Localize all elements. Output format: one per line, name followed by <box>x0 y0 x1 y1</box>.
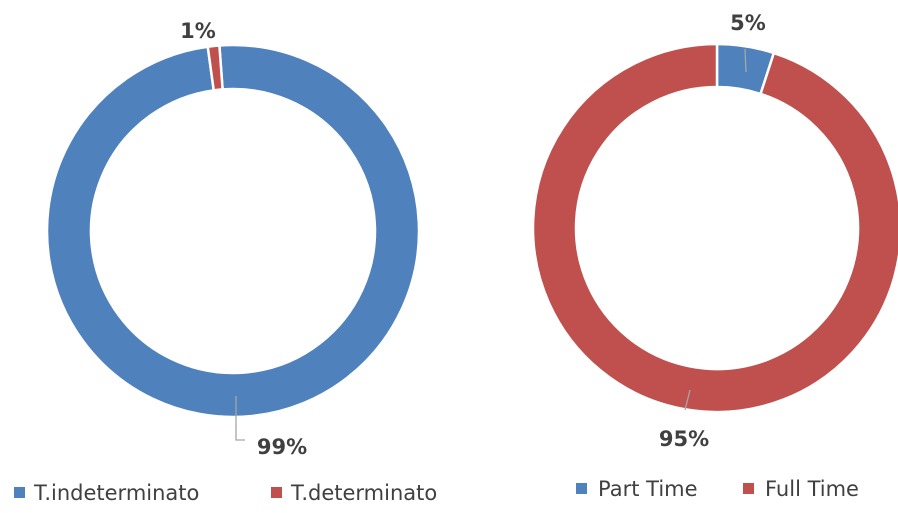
donut-chart-work-time: 5% 95% Part Time Full Time <box>531 11 898 501</box>
legend-swatch-full-time <box>743 483 754 494</box>
data-label-part-time: 5% <box>730 11 766 35</box>
leader-line-full-time <box>684 389 691 411</box>
leader-line-t-indeterminato <box>235 396 245 441</box>
slice-full-time <box>531 42 898 414</box>
legend-label-part-time: Part Time <box>598 477 698 501</box>
legend-label-t-indeterminato: T.indeterminato <box>33 481 199 505</box>
legend: Part Time Full Time <box>576 477 859 501</box>
legend-label-full-time: Full Time <box>765 477 859 501</box>
legend: T.indeterminato T.determinato <box>14 481 437 505</box>
legend-swatch-part-time <box>576 483 587 494</box>
donut-chart-contract-type: 99% 1% T.indeterminato T.determinato <box>14 19 437 505</box>
slice-t-indeterminato <box>45 43 421 419</box>
data-label-t-determinato: 1% <box>180 19 216 43</box>
legend-label-t-determinato: T.determinato <box>290 481 437 505</box>
slice-t-determinato <box>206 44 224 92</box>
legend-swatch-t-determinato <box>271 487 282 498</box>
data-label-full-time: 95% <box>659 427 709 451</box>
legend-swatch-t-indeterminato <box>14 487 25 498</box>
data-label-t-indeterminato: 99% <box>257 435 307 459</box>
leader-line-part-time <box>744 48 747 73</box>
